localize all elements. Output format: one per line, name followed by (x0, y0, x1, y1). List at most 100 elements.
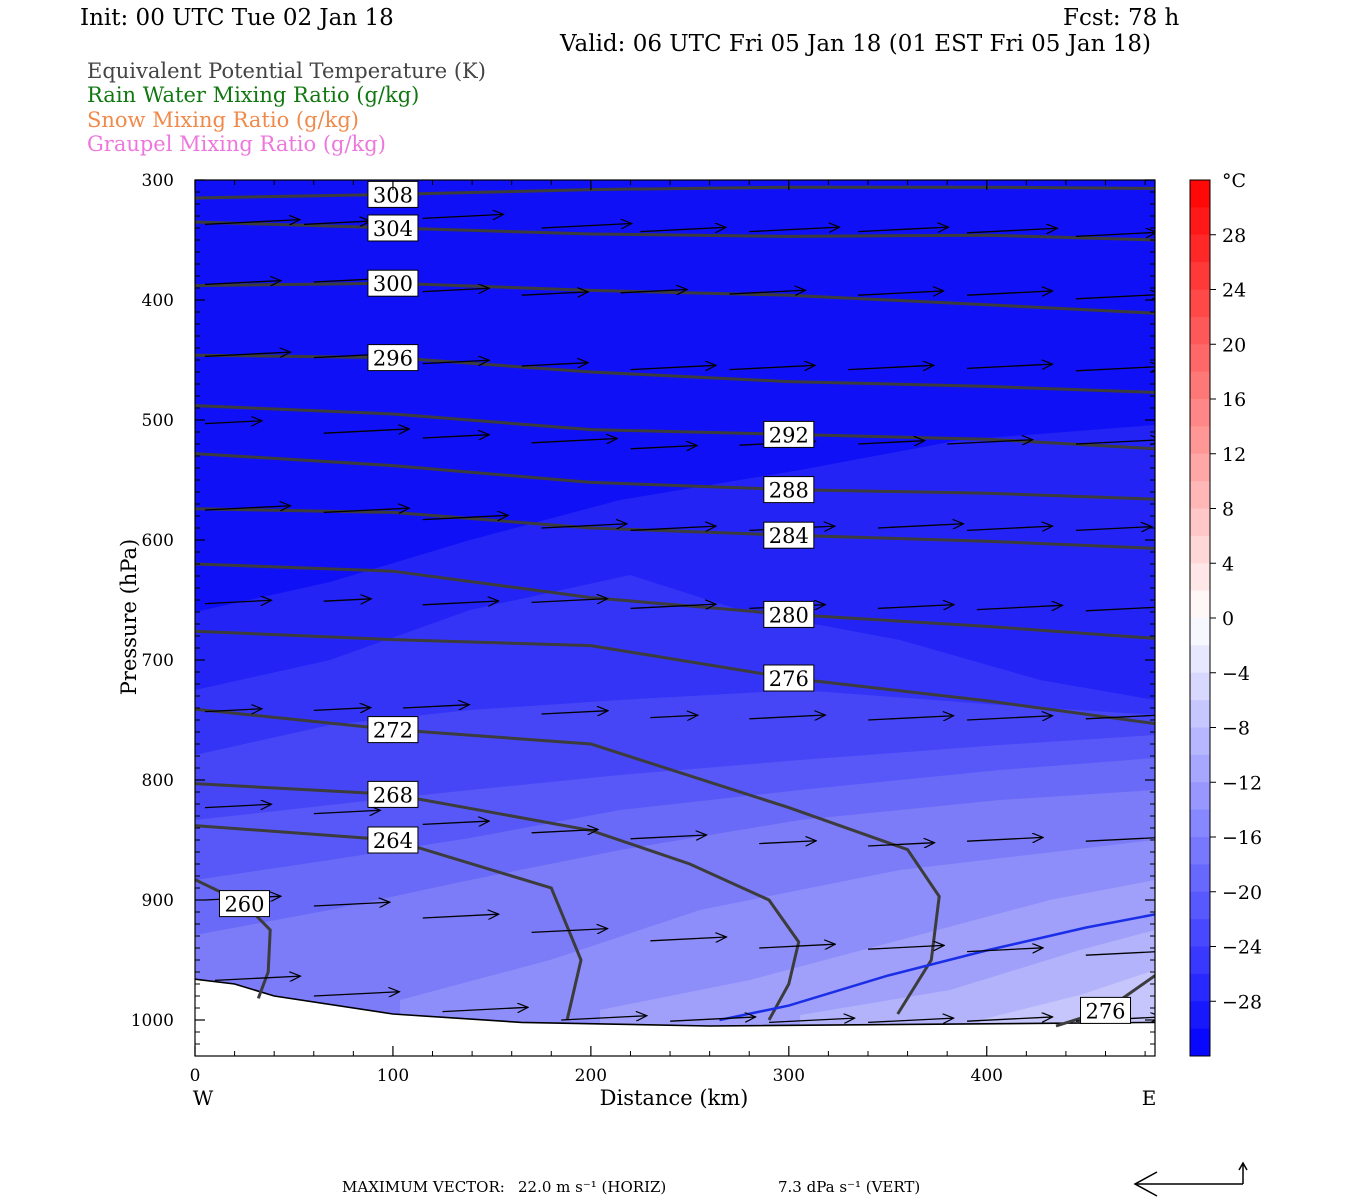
max-vector-horizontal: 22.0 m s⁻¹ (HORIZ) (518, 1178, 666, 1196)
colorbar-swatch (1190, 563, 1210, 592)
colorbar-swatch (1190, 262, 1210, 290)
wind-vectors (204, 214, 1155, 1022)
wind-vector (729, 365, 816, 369)
contour-label-box (763, 476, 815, 504)
wind-vector (422, 435, 490, 438)
contour-label-box (367, 780, 419, 808)
contour-label: 276 (1085, 999, 1125, 1023)
colorbar-tick-label: −28 (1222, 991, 1262, 1013)
wind-vector (204, 709, 262, 712)
colorbar-tick-label: −12 (1222, 772, 1262, 794)
wind-vector (967, 716, 1053, 720)
y-tick-label: 800 (142, 771, 174, 791)
wind-vector (521, 363, 589, 366)
colorbar-tick-label: 4 (1222, 553, 1234, 575)
wind-vector (858, 291, 944, 295)
wind-vector (630, 526, 717, 530)
wind-vector (630, 445, 698, 448)
wind-vector (204, 804, 272, 807)
y-axis-title: Pressure (hPa) (117, 539, 141, 695)
y-tick-label: 300 (142, 171, 174, 191)
colorbar-tick-label: −4 (1222, 663, 1250, 685)
colorbar-swatch (1190, 481, 1210, 509)
wind-vector (1075, 232, 1155, 236)
wind-vector (1085, 606, 1155, 612)
contour-label: 288 (769, 479, 809, 503)
wind-vector (313, 902, 390, 906)
colorbar-swatch (1190, 782, 1210, 811)
wind-vector (204, 220, 300, 225)
wind-vector (323, 429, 410, 433)
theta-e-contour (195, 281, 1155, 315)
reference-vector-icon (1133, 1161, 1248, 1197)
theta-e-contours (195, 185, 1155, 1028)
wind-vector (858, 227, 948, 232)
wind-vector (868, 945, 944, 949)
wind-vector (1075, 440, 1155, 444)
y-tick-label: 900 (142, 891, 174, 911)
wind-vector (313, 708, 371, 711)
colorbar-swatch (1190, 973, 1210, 1002)
contour-label: 292 (769, 423, 809, 447)
wind-vector (442, 1007, 528, 1011)
wind-vector (1075, 367, 1155, 371)
colorbar-swatch (1190, 399, 1210, 427)
theta-e-contour (195, 185, 1155, 200)
theta-e-contour (195, 507, 1155, 550)
wind-vector (759, 841, 816, 844)
rain-water-contour (719, 913, 1155, 1022)
colorbar-swatch (1190, 618, 1210, 646)
wind-vector (947, 440, 1033, 444)
wind-vector (422, 214, 504, 218)
colorbar-tick-label: −16 (1222, 827, 1262, 849)
wind-vector (759, 944, 835, 948)
colorbar-swatch (1190, 289, 1210, 318)
field-label-graupel: Graupel Mixing Ratio (g/kg) (87, 132, 386, 156)
wind-vector (967, 948, 1043, 952)
field-label-snow: Snow Mixing Ratio (g/kg) (87, 108, 359, 132)
x-tick-label: 400 (971, 1066, 1003, 1086)
contour-label: 260 (224, 893, 264, 917)
wind-vector (630, 835, 707, 839)
wind-vector (630, 365, 717, 369)
x-axis-west-label: W (193, 1086, 214, 1110)
colorbar-swatch (1190, 590, 1210, 619)
wind-vector (422, 288, 490, 291)
field-label-theta-e: Equivalent Potential Temperature (K) (87, 59, 486, 83)
wind-vector (214, 976, 301, 980)
colorbar-swatch (1190, 672, 1210, 701)
colorbar-swatch (1190, 180, 1210, 208)
temperature-shading (195, 180, 1155, 1056)
x-tick-label: 0 (190, 1066, 201, 1086)
wind-vector (967, 364, 1053, 368)
colorbar-swatch (1190, 809, 1210, 838)
contour-label-box (367, 716, 419, 744)
wind-vector (204, 352, 291, 356)
y-tick-label: 700 (142, 651, 174, 671)
wind-vector (531, 599, 608, 603)
valid-time: Valid: 06 UTC Fri 05 Jan 18 (01 EST Fri … (559, 31, 1151, 57)
wind-vector (877, 524, 964, 528)
wind-vector (541, 524, 627, 528)
wind-vector (729, 290, 806, 294)
colorbar-swatch (1190, 837, 1210, 865)
wind-vector (422, 914, 499, 918)
colorbar-swatch (1190, 453, 1210, 482)
contour-label-box (763, 600, 815, 628)
colorbar-swatch (1190, 207, 1210, 236)
colorbar-tick-label: −8 (1222, 718, 1250, 740)
contour-label-box (763, 521, 815, 549)
colorbar-tick-label: −20 (1222, 882, 1262, 904)
field-label-rain: Rain Water Mixing Ratio (g/kg) (87, 83, 419, 107)
wind-vector (541, 223, 631, 228)
x-tick-label: 100 (377, 1066, 409, 1086)
contour-label-box (218, 890, 270, 918)
contour-label: 276 (769, 667, 809, 691)
contour-label-box (367, 826, 419, 854)
theta-e-contour (195, 353, 1155, 394)
contour-label: 284 (769, 524, 809, 548)
contour-label-box (367, 269, 419, 297)
colorbar-swatch (1190, 234, 1210, 263)
colorbar-swatch (1190, 1001, 1210, 1030)
